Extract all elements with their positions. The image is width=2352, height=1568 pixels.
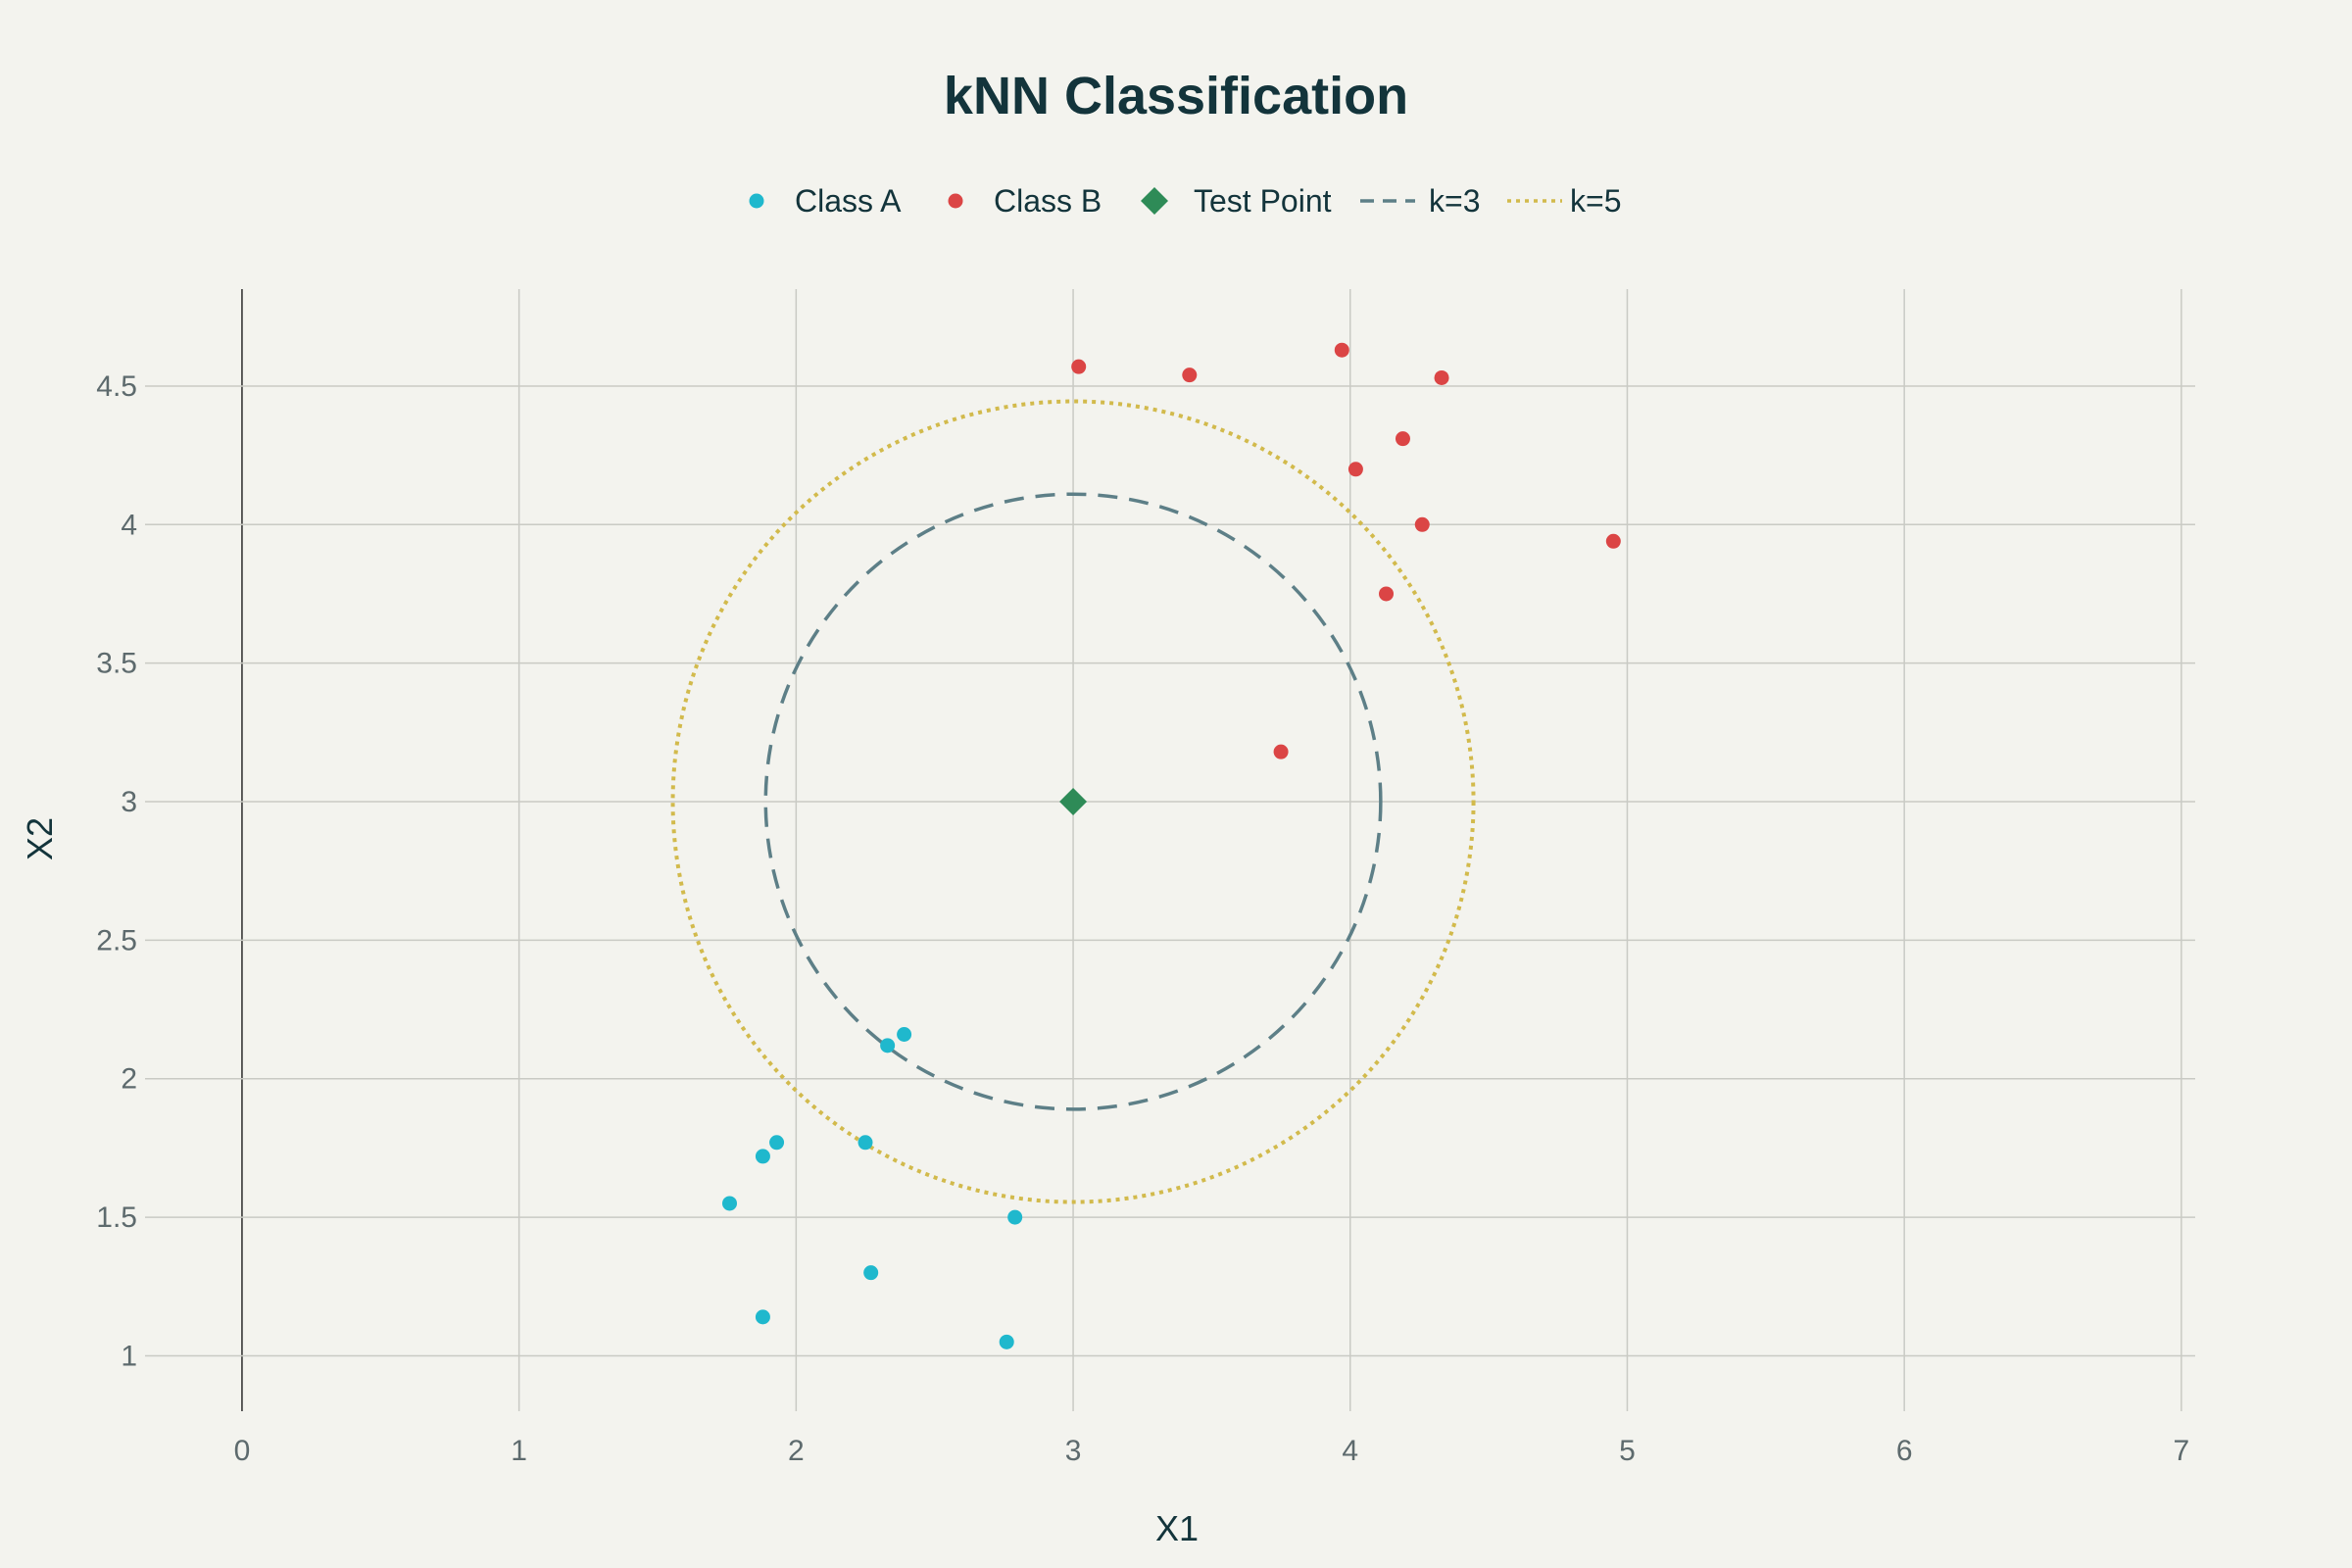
- y-gridlines: [145, 385, 2195, 1357]
- chart-title: kNN Classification: [944, 67, 1408, 125]
- legend-k3-label: k=3: [1429, 183, 1480, 219]
- data-points: [722, 342, 1621, 1349]
- y-tick-labels: 1 1.5 2 2.5 3 3.5 4 4.5: [96, 370, 137, 1373]
- legend-test-point-marker: [1141, 187, 1168, 215]
- class-b-point: [1414, 516, 1430, 532]
- x-tick-label: 3: [1065, 1435, 1082, 1467]
- y-tick-label: 2: [121, 1063, 137, 1096]
- class-a-point: [999, 1334, 1014, 1349]
- y-tick-label: 2.5: [96, 924, 137, 956]
- class-b-point: [1273, 744, 1289, 760]
- y-tick-label: 4: [121, 509, 137, 541]
- k5-radius-circle: [670, 399, 1476, 1204]
- y-tick-label: 1.5: [96, 1201, 137, 1234]
- class-a-point: [897, 1027, 912, 1043]
- class-b-point: [1334, 342, 1349, 358]
- class-b-point: [1395, 431, 1410, 447]
- radius-circles: [670, 399, 1476, 1204]
- y-tick-label: 3.5: [96, 648, 137, 680]
- class-b-point: [1071, 359, 1087, 374]
- class-b-point: [1434, 369, 1449, 385]
- class-a-point: [858, 1135, 873, 1151]
- legend-k5-label: k=5: [1570, 183, 1621, 219]
- class-a-point: [722, 1196, 738, 1211]
- test-point-marker: [1059, 788, 1088, 816]
- legend-test-point-label: Test Point: [1194, 183, 1332, 219]
- x-tick-label: 4: [1342, 1435, 1358, 1467]
- legend-class-b-label: Class B: [994, 183, 1102, 219]
- class-a-point: [863, 1265, 879, 1281]
- legend-class-b-marker: [948, 193, 963, 209]
- y-tick-label: 1: [121, 1340, 137, 1372]
- legend-class-a-marker: [749, 193, 764, 209]
- class-a-point: [769, 1135, 785, 1151]
- class-b-point: [1605, 533, 1621, 549]
- class-a-point: [880, 1038, 896, 1054]
- x-axis-title: X1: [1155, 1508, 1199, 1548]
- x-tick-label: 2: [788, 1435, 805, 1467]
- x-tick-label: 6: [1896, 1435, 1913, 1467]
- class-b-point: [1379, 586, 1395, 602]
- x-tick-label: 0: [234, 1435, 251, 1467]
- class-a-point: [1007, 1209, 1023, 1225]
- x-gridlines: [241, 289, 2182, 1411]
- x-tick-labels: 0 1 2 3 4 5 6 7: [234, 1435, 2190, 1467]
- class-b-point: [1348, 462, 1363, 477]
- legend-class-a-label: Class A: [795, 183, 902, 219]
- x-tick-label: 7: [2174, 1435, 2190, 1467]
- x-tick-label: 5: [1619, 1435, 1636, 1467]
- y-tick-label: 3: [121, 786, 137, 818]
- k3-radius-circle: [763, 492, 1383, 1111]
- y-tick-label: 4.5: [96, 370, 137, 403]
- x-tick-label: 1: [511, 1435, 527, 1467]
- y-axis-title: X2: [20, 817, 60, 860]
- class-b-point: [1182, 368, 1198, 383]
- class-a-point: [755, 1149, 770, 1164]
- class-a-point: [755, 1309, 770, 1325]
- legend: Class A Class B Test Point k=3 k=5: [749, 183, 1621, 219]
